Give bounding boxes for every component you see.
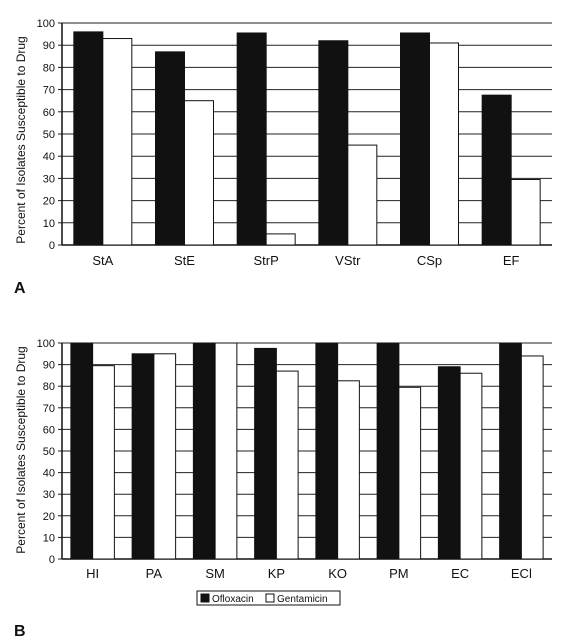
- panel-a-chart: 0 10 20 30 40 50 60 70 80 90 100 StA StE StrP VStr CSp E…: [37, 18, 552, 268]
- y-tick-label: 90: [43, 40, 55, 52]
- y-tick-label: 50: [43, 129, 55, 141]
- bar-gentamicin-hi: [92, 365, 115, 560]
- x-tick-label: StE: [174, 253, 195, 268]
- y-tick-label: 60: [43, 107, 55, 119]
- bar-gentamicin-pm: [398, 386, 422, 560]
- bar-ofloxacin-sta: [73, 31, 104, 246]
- y-tick-label: 100: [37, 18, 55, 30]
- panel-b-y-axis-label: Percent of Isolates Susceptible to Drug: [14, 346, 28, 553]
- y-tick-label: 70: [43, 85, 55, 97]
- bar-gentamicin-sta: [102, 38, 133, 246]
- x-tick-label: StrP: [254, 253, 279, 268]
- bar-gentamicin-csp: [429, 42, 459, 246]
- bar-gentamicin-ec: [459, 372, 483, 560]
- y-tick-label: 10: [43, 532, 55, 544]
- bar-gentamicin-kp: [275, 370, 299, 560]
- x-tick-label: EC: [451, 566, 469, 581]
- x-tick-label: StA: [92, 253, 113, 268]
- y-tick-label: 90: [43, 360, 55, 372]
- y-tick-label: 40: [43, 468, 55, 480]
- y-tick-label: 80: [43, 62, 55, 74]
- panel-a-y-axis-label: Percent of Isolates Susceptible to Drug: [14, 36, 28, 243]
- x-tick-label: PM: [389, 566, 409, 581]
- x-tick-label: PA: [146, 566, 163, 581]
- bar-gentamicin-vstr: [347, 144, 378, 246]
- y-tick-label: 80: [43, 381, 55, 393]
- bar-gentamicin-pa: [153, 353, 177, 560]
- bar-gentamicin-ko: [337, 380, 360, 560]
- x-tick-label: KP: [268, 566, 285, 581]
- bar-ofloxacin-ste: [155, 51, 185, 246]
- x-tick-label: KO: [328, 566, 347, 581]
- y-tick-label: 20: [43, 196, 55, 208]
- bar-gentamicin-ecl: [520, 355, 544, 560]
- x-tick-label: ECl: [511, 566, 532, 581]
- y-tick-label: 10: [43, 218, 55, 230]
- bar-ofloxacin-pa: [131, 353, 155, 560]
- bar-ofloxacin-ef: [481, 94, 512, 246]
- bar-gentamicin-ef: [510, 179, 541, 246]
- y-tick-label: 40: [43, 151, 55, 163]
- y-tick-label: 50: [43, 446, 55, 458]
- panel-b-chart: 0 10 20 30 40 50 60 70 80 90 100 HI PA SM KP KO PM EC ECl: [37, 338, 552, 581]
- bar-ofloxacin-ec: [437, 366, 461, 560]
- y-tick-label: 100: [37, 338, 55, 350]
- y-tick-label: 30: [43, 173, 55, 185]
- y-tick-label: 60: [43, 424, 55, 436]
- panel-b-label: B: [14, 623, 26, 640]
- y-tick-label: 0: [49, 240, 55, 252]
- legend-swatch-gentamicin: [265, 593, 275, 603]
- bar-gentamicin-strp: [265, 233, 296, 246]
- bar-ofloxacin-hi: [70, 342, 94, 560]
- x-tick-label: HI: [86, 566, 99, 581]
- panel-a-label: A: [14, 280, 26, 297]
- x-tick-label: EF: [503, 253, 520, 268]
- bar-gentamicin-sm: [214, 342, 238, 560]
- x-tick-label: SM: [205, 566, 225, 581]
- bar-ofloxacin-csp: [400, 32, 430, 246]
- bar-ofloxacin-pm: [376, 342, 400, 560]
- bar-ofloxacin-ecl: [499, 342, 522, 560]
- bar-ofloxacin-sm: [192, 342, 216, 560]
- legend: Ofloxacin Gentamicin: [196, 590, 341, 606]
- bar-ofloxacin-vstr: [318, 40, 349, 246]
- bar-ofloxacin-strp: [236, 32, 267, 246]
- x-tick-label: CSp: [417, 253, 442, 268]
- y-tick-label: 70: [43, 403, 55, 415]
- legend-swatch-ofloxacin: [200, 593, 210, 603]
- x-tick-label: VStr: [335, 253, 361, 268]
- y-tick-label: 20: [43, 511, 55, 523]
- legend-label-ofloxacin: Ofloxacin: [212, 594, 254, 605]
- bar-gentamicin-ste: [184, 100, 214, 246]
- bar-ofloxacin-ko: [315, 342, 339, 560]
- y-tick-label: 0: [49, 554, 55, 566]
- legend-label-gentamicin: Gentamicin: [277, 594, 328, 605]
- y-tick-label: 30: [43, 489, 55, 501]
- bar-ofloxacin-kp: [254, 347, 277, 560]
